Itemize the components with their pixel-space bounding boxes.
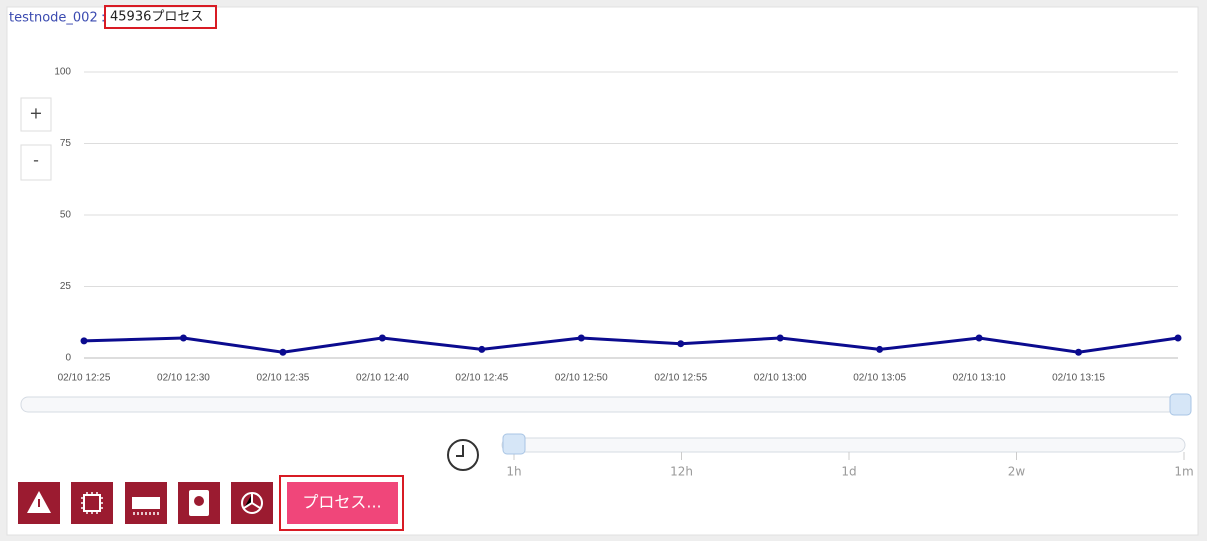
network-button[interactable] xyxy=(231,482,273,524)
x-tick-label: 02/10 12:55 xyxy=(654,373,707,384)
time-label: 1d xyxy=(841,465,856,479)
data-point xyxy=(776,334,784,342)
data-point xyxy=(677,340,685,348)
network-ring[interactable] xyxy=(241,492,263,514)
time-label: 12h xyxy=(670,465,693,479)
x-tick-label: 02/10 12:45 xyxy=(455,373,508,384)
process-button[interactable]: プロセス... xyxy=(287,482,398,524)
panel xyxy=(6,6,1199,536)
time-track[interactable] xyxy=(501,437,1186,453)
process-bg[interactable] xyxy=(287,482,398,524)
process-count: 45936プロセス xyxy=(110,10,203,25)
data-point xyxy=(179,334,187,342)
memory-button[interactable] xyxy=(125,482,167,524)
x-tick-label: 02/10 12:25 xyxy=(58,373,111,384)
data-point xyxy=(378,334,386,342)
zoom-out-bg[interactable] xyxy=(20,144,52,181)
scroll-handle[interactable] xyxy=(1169,393,1192,416)
cpu-bg[interactable] xyxy=(71,482,113,524)
network-links[interactable] xyxy=(243,494,261,509)
highlight-box xyxy=(104,5,217,29)
data-point xyxy=(1174,334,1182,342)
memory-pins[interactable] xyxy=(133,512,159,515)
zoom-in-label[interactable]: + xyxy=(29,104,42,123)
scrollbar[interactable] xyxy=(20,396,1191,413)
x-tick-label: 02/10 12:30 xyxy=(157,373,210,384)
zoom-out-button[interactable]: - xyxy=(20,144,52,181)
data-point xyxy=(876,345,884,353)
data-point xyxy=(975,334,983,342)
y-tick-label: 50 xyxy=(60,210,72,221)
data-point xyxy=(279,348,287,356)
timeline: 1h 12h 1d 2w 1m xyxy=(506,452,1194,479)
x-tick-label: 02/10 12:35 xyxy=(256,373,309,384)
data-point xyxy=(478,345,486,353)
memory-icon[interactable] xyxy=(132,497,160,509)
disk-platter[interactable] xyxy=(194,496,204,506)
separator: : xyxy=(101,11,105,26)
warning-button[interactable] xyxy=(18,482,60,524)
y-tick-label: 25 xyxy=(60,281,72,292)
time-label: 1h xyxy=(506,465,521,479)
x-tick-label: 02/10 13:10 xyxy=(953,373,1006,384)
y-tick-label: 100 xyxy=(54,67,71,78)
highlight-box xyxy=(279,475,404,531)
time-handle[interactable] xyxy=(502,433,526,455)
x-tick-label: 02/10 13:05 xyxy=(853,373,906,384)
zoom-in-button[interactable]: + xyxy=(20,97,52,132)
time-label: 2w xyxy=(1008,465,1026,479)
x-tick-label: 02/10 13:00 xyxy=(754,373,807,384)
disk-button[interactable] xyxy=(178,482,220,524)
clock-hands xyxy=(456,445,464,457)
data-point xyxy=(80,337,88,345)
warning-mark[interactable] xyxy=(38,499,40,507)
cpu-pins[interactable] xyxy=(81,492,103,514)
data-point xyxy=(577,334,585,342)
x-tick-label: 02/10 12:40 xyxy=(356,373,409,384)
data-point xyxy=(1075,348,1083,356)
y-tick-label: 75 xyxy=(60,138,72,149)
x-tick-label: 02/10 13:15 xyxy=(1052,373,1105,384)
chart: 0 25 50 75 100 02/10 12:25 02/10 12:30 02/10 12… xyxy=(54,67,1182,384)
zoom-out-label[interactable]: - xyxy=(33,151,39,170)
cpu-button[interactable] xyxy=(71,482,113,524)
node-name: testnode_002 xyxy=(9,11,98,26)
time-label: 1m xyxy=(1174,465,1193,479)
clock-icon xyxy=(447,439,479,471)
y-tick-label: 0 xyxy=(65,353,71,364)
zoom-in-bg[interactable] xyxy=(20,97,52,132)
process-label[interactable]: プロセス... xyxy=(302,493,381,512)
x-tick-label: 02/10 12:50 xyxy=(555,373,608,384)
series-line xyxy=(83,336,1179,354)
